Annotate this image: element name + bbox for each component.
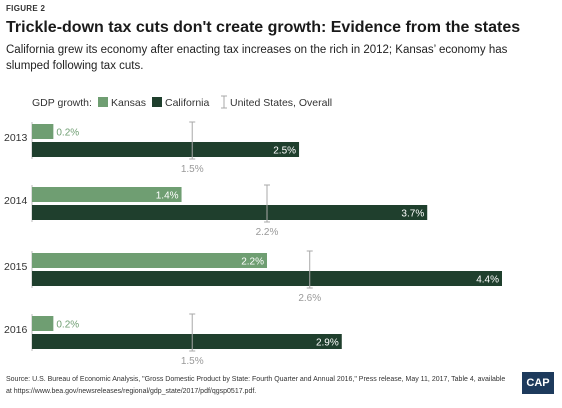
bar-kansas-2016	[32, 316, 54, 331]
category-label-2013: 2013	[4, 132, 28, 144]
data-label-california-2014: 3.7%	[401, 209, 424, 220]
legend-label-us: United States, Overall	[230, 97, 332, 109]
chart-title: Trickle-down tax cuts don't create growt…	[6, 19, 521, 36]
bar-california-2013	[32, 142, 300, 157]
legend-swatch-kansas	[98, 97, 108, 107]
bar-california-2014	[32, 205, 428, 220]
source-note: Source: U.S. Bureau of Economic Analysis…	[6, 376, 506, 395]
data-label-kansas-2015: 2.2%	[241, 257, 264, 268]
bar-chart: GDP growth: Kansas California United Sta…	[4, 95, 502, 367]
cap-logo: CAP	[522, 372, 554, 394]
data-label-kansas-2014: 1.4%	[156, 191, 179, 202]
plot-area: 2013 0.2% 2.5% 1.5% 2014 1.4% 3.7% 2.2% 2015 2.2%…	[4, 121, 502, 367]
figure-label: FIGURE 2	[6, 4, 46, 13]
bar-kansas-2014	[32, 187, 182, 202]
data-label-california-2016: 2.9%	[316, 338, 339, 349]
data-label-us-2015: 2.6%	[298, 293, 321, 304]
bar-kansas-2015	[32, 253, 267, 268]
legend-swatch-california	[152, 97, 162, 107]
chart-subtitle: California grew its economy after enacti…	[6, 44, 508, 72]
data-label-us-2016: 1.5%	[181, 356, 204, 367]
bar-kansas-2013	[32, 124, 54, 139]
bar-california-2016	[32, 334, 342, 349]
data-label-california-2013: 2.5%	[273, 146, 296, 157]
category-label-2014: 2014	[4, 195, 28, 207]
data-label-us-2014: 2.2%	[256, 227, 279, 238]
data-label-kansas-2016: 0.2%	[56, 320, 79, 331]
category-label-2015: 2015	[4, 261, 28, 273]
legend-label-kansas: Kansas	[111, 97, 146, 109]
legend: GDP growth: Kansas California United Sta…	[32, 95, 332, 109]
legend-marker-us	[221, 95, 227, 109]
legend-prefix: GDP growth:	[32, 97, 92, 109]
legend-label-california: California	[165, 97, 210, 109]
data-label-us-2013: 1.5%	[181, 164, 204, 175]
bar-california-2015	[32, 271, 502, 286]
category-label-2016: 2016	[4, 324, 28, 336]
data-label-kansas-2013: 0.2%	[56, 128, 79, 139]
data-label-california-2015: 4.4%	[476, 275, 499, 286]
